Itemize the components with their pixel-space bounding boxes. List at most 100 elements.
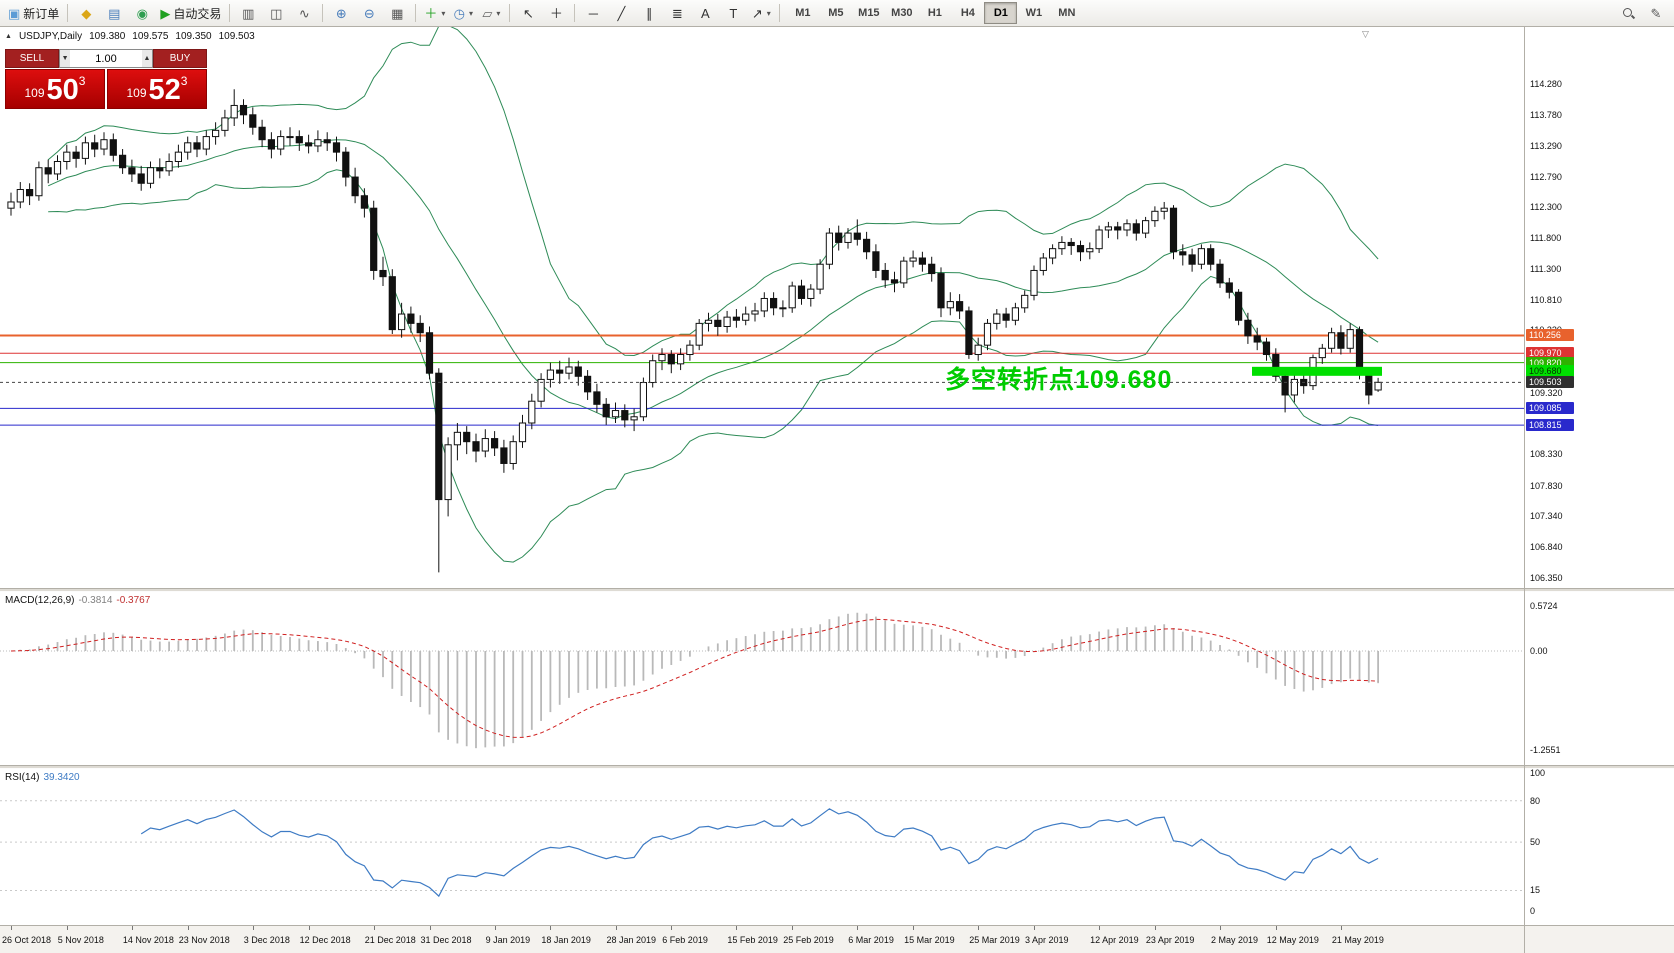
symbol-info: ▲ USDJPY,Daily 109.380 109.575 109.350 1… [5,31,255,42]
data-window-icon: ▤ [108,5,121,21]
price-chart-pane[interactable]: ▲ USDJPY,Daily 109.380 109.575 109.350 1… [0,27,1674,588]
time-axis-label: 23 Nov 2018 [178,935,230,945]
time-tick [1340,926,1342,930]
label-button[interactable]: T [719,1,747,25]
dropdown-caret-icon: ▾ [469,8,474,18]
volume-input[interactable] [70,50,142,67]
timeframe-h1-button[interactable]: H1 [927,7,942,19]
macd-scale-label: 0.5724 [1530,600,1558,611]
timeframe-m1-button[interactable]: M1 [795,7,811,19]
indicators-icon: ＋ [424,5,438,21]
time-tick [66,926,68,930]
data-window-button[interactable]: ▤ [100,1,128,25]
time-axis-label: 21 May 2019 [1331,935,1384,945]
time-tick [1220,926,1221,930]
price-badge-109.503: 109.503 [1526,376,1574,389]
time-axis[interactable]: 26 Oct 2018 5 Nov 2018 14 Nov 2018 23 Nov 2… [0,925,1674,953]
bid-big-digits: 50 [46,74,79,106]
new-order-button-label: 新订单 [23,6,60,21]
candlestick-button[interactable]: ◫ [262,1,290,25]
volume-decrease-icon[interactable]: ▼ [60,50,71,67]
timeframe-m30-button[interactable]: M30 [891,7,913,19]
price-tick-label: 108.330 [1530,449,1563,460]
price-badge-109.970: 109.970 [1526,347,1574,360]
search-button[interactable] [1614,1,1642,25]
timeframe-m15-button[interactable]: M15 [858,7,880,19]
macd-pane[interactable]: MACD(12,26,9) -0.3814 -0.3767 0.5724 0.00 -1… [0,592,1674,765]
sell-button[interactable]: SELL [5,49,59,68]
shapes-button[interactable]: ↗ ▾ [747,1,775,25]
price-tick-label: 107.340 [1530,511,1563,522]
timeframe-mn-button[interactable]: MN [1058,7,1076,19]
volume-increase-icon[interactable]: ▲ [141,50,153,67]
tile-windows-button[interactable]: ▦ [383,1,411,25]
timeframe-m5-button[interactable]: M5 [828,7,844,19]
chart-window: ▲ USDJPY,Daily 109.380 109.575 109.350 1… [0,27,1674,953]
new-order-button[interactable]: ▣ 新订单 [4,1,63,25]
volume-control: ▼ ▲ [59,49,153,68]
candles-layer [7,89,1382,573]
turning-point-zone[interactable] [1252,366,1382,376]
chart-shift-marker[interactable]: ▽ [1362,29,1369,39]
periods-button[interactable]: ◷ ▾ [449,1,477,25]
crosshair-button[interactable]: ＋ [542,1,570,25]
timeframe-group: M1 M5 M15 M30 H1 H4 D1 W1 MN [786,2,1083,24]
navigator-button[interactable]: ◉ [128,1,156,25]
price-scale[interactable]: 114.280 113.780 113.290 112.790 112.300 111.8… [1525,27,1674,588]
market-watch-icon: ◆ [81,5,92,21]
pane-divider[interactable] [0,588,1674,592]
timeframe-d1-button[interactable]: D1 [984,2,1018,24]
time-tick [857,926,859,930]
cursor-button[interactable]: ↖ [514,1,542,25]
toolbar-separator [322,4,324,22]
text-button[interactable]: A [691,1,719,25]
trendline-icon: ╱ [617,5,626,21]
rsi-scale-label: 50 [1530,837,1541,848]
zoom-in-button[interactable]: ⊕ [327,1,355,25]
pane-divider[interactable] [0,765,1674,769]
trendline-button[interactable]: ╱ [607,1,635,25]
macd-signal-value: -0.3767 [116,595,151,606]
macd-scale[interactable]: 0.5724 0.00 -1.2551 [1525,592,1674,765]
indicators-button[interactable]: ＋ ▾ [420,1,449,25]
time-axis-label: 6 Feb 2019 [662,935,708,945]
price-tick-label: 112.300 [1530,202,1562,213]
macd-canvas[interactable] [0,592,1524,765]
ohlc-open: 109.380 [89,31,126,42]
price-tick-label: 106.350 [1530,572,1563,583]
zoom-out-button[interactable]: ⊖ [355,1,383,25]
auto-trading-button[interactable]: ▶ 自动交易 [156,1,225,25]
bollinger-bands [47,27,1379,563]
bar-chart-button[interactable]: ▥ [234,1,262,25]
market-watch-button[interactable]: ◆ [72,1,100,25]
play-icon: ▶ [160,5,171,21]
collapse-arrow-icon[interactable]: ▲ [5,33,12,40]
price-tick-label: 107.830 [1530,480,1563,491]
time-axis-label: 12 Dec 2018 [299,935,351,945]
templates-button[interactable]: ▱ ▾ [477,1,505,25]
ask-big-digits: 52 [148,74,181,106]
text-icon: A [701,5,710,21]
time-tick [494,926,496,930]
price-chart-canvas[interactable] [0,27,1524,588]
price-tick-label: 112.790 [1530,171,1562,182]
hline-button[interactable]: ─ [579,1,607,25]
navigator-icon: ◉ [136,5,148,21]
rsi-scale[interactable]: 100 80 50 15 0 [1525,768,1674,925]
price-badge-108.815: 108.815 [1526,419,1574,432]
channel-button[interactable]: ∥ [635,1,663,25]
buy-button[interactable]: BUY [153,49,207,68]
bid-price-box[interactable]: 109 50 3 [5,69,105,109]
fibonacci-button[interactable]: ≣ [663,1,691,25]
rsi-canvas[interactable] [0,769,1524,925]
rsi-pane[interactable]: RSI(14) 39.3420 100 80 50 15 0 [0,768,1674,925]
macd-histogram [19,612,1379,749]
timeframe-w1-button[interactable]: W1 [1025,7,1043,19]
compose-button[interactable]: ✎ [1642,1,1670,25]
ask-price-box[interactable]: 109 52 3 [107,69,207,109]
clock-icon: ◷ [453,5,466,21]
line-chart-button[interactable]: ∿ [290,1,318,25]
ask-prefix: 109 [126,86,147,100]
timeframe-h4-button[interactable]: H4 [960,7,975,19]
chart-annotation-text[interactable]: 多空转折点109.680 [945,366,1173,394]
